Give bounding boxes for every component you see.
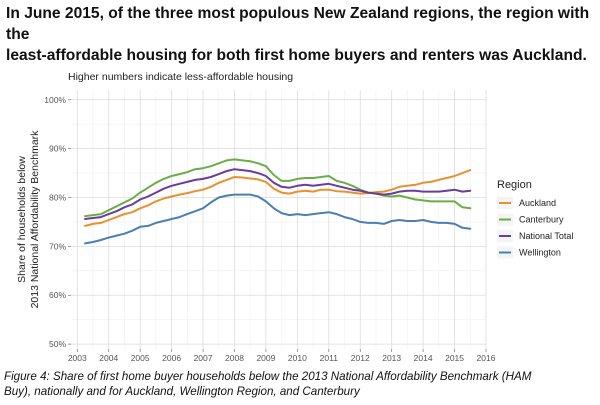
legend-label: National Total [519,231,573,241]
x-tick-label: 2007 [194,353,213,363]
figure-caption: Figure 4: Share of first home buyer hous… [4,369,598,399]
series-line-national-total [84,168,472,220]
line-chart: 50% 60% 70% 80% 90% 100% 2003 2004 2005 2006 2007… [16,90,573,363]
headline-line-2: least-affordable housing for both first … [6,47,587,64]
y-axis-ticks: 50% 60% 70% 80% 90% 100% [44,95,71,349]
caption-line-1: Figure 4: Share of first home buyer hous… [4,370,532,383]
x-tick-label: 2013 [382,353,401,363]
chart-subtitle: Higher numbers indicate less-affordable … [68,71,294,83]
series-lines [84,158,472,245]
y-tick-label: 80% [49,193,66,203]
y-tick-label: 100% [44,95,66,105]
x-tick-label: 2011 [320,353,339,363]
series-line-auckland [84,169,472,227]
x-tick-label: 2016 [477,353,496,363]
x-tick-label: 2015 [445,353,464,363]
legend-label: Auckland [519,198,556,208]
y-tick-label: 50% [49,339,66,349]
y-axis-label-line-1: Share of households below [16,156,28,283]
legend-label: Canterbury [519,215,564,225]
x-tick-label: 2004 [99,353,118,363]
x-tick-label: 2005 [131,353,150,363]
legend-title: Region [497,179,532,191]
y-axis-label-line-2: 2013 National Affordability Benchmark [29,130,41,309]
headline-line-1: In June 2015, of the three most populous… [6,5,590,43]
x-tick-label: 2010 [288,353,307,363]
series-line-canterbury [84,158,472,218]
y-tick-label: 60% [49,290,66,300]
y-tick-label: 90% [49,144,66,154]
legend: Region Auckland Canterbury National Total W… [497,179,573,259]
x-tick-label: 2003 [68,353,87,363]
x-tick-label: 2009 [256,353,275,363]
series-line-wellington [84,193,472,245]
legend-label: Wellington [519,248,561,258]
x-axis-ticks: 2003 2004 2005 2006 2007 2008 2009 2010 2011 2012… [68,349,496,363]
grid-lines [71,90,487,349]
x-tick-label: 2012 [351,353,370,363]
x-tick-label: 2006 [162,353,181,363]
x-tick-label: 2014 [414,353,433,363]
headline: In June 2015, of the three most populous… [6,3,596,66]
x-tick-label: 2008 [225,353,244,363]
y-tick-label: 70% [49,241,66,251]
caption-line-2: Buy), nationally and for Auckland, Welli… [4,385,360,398]
